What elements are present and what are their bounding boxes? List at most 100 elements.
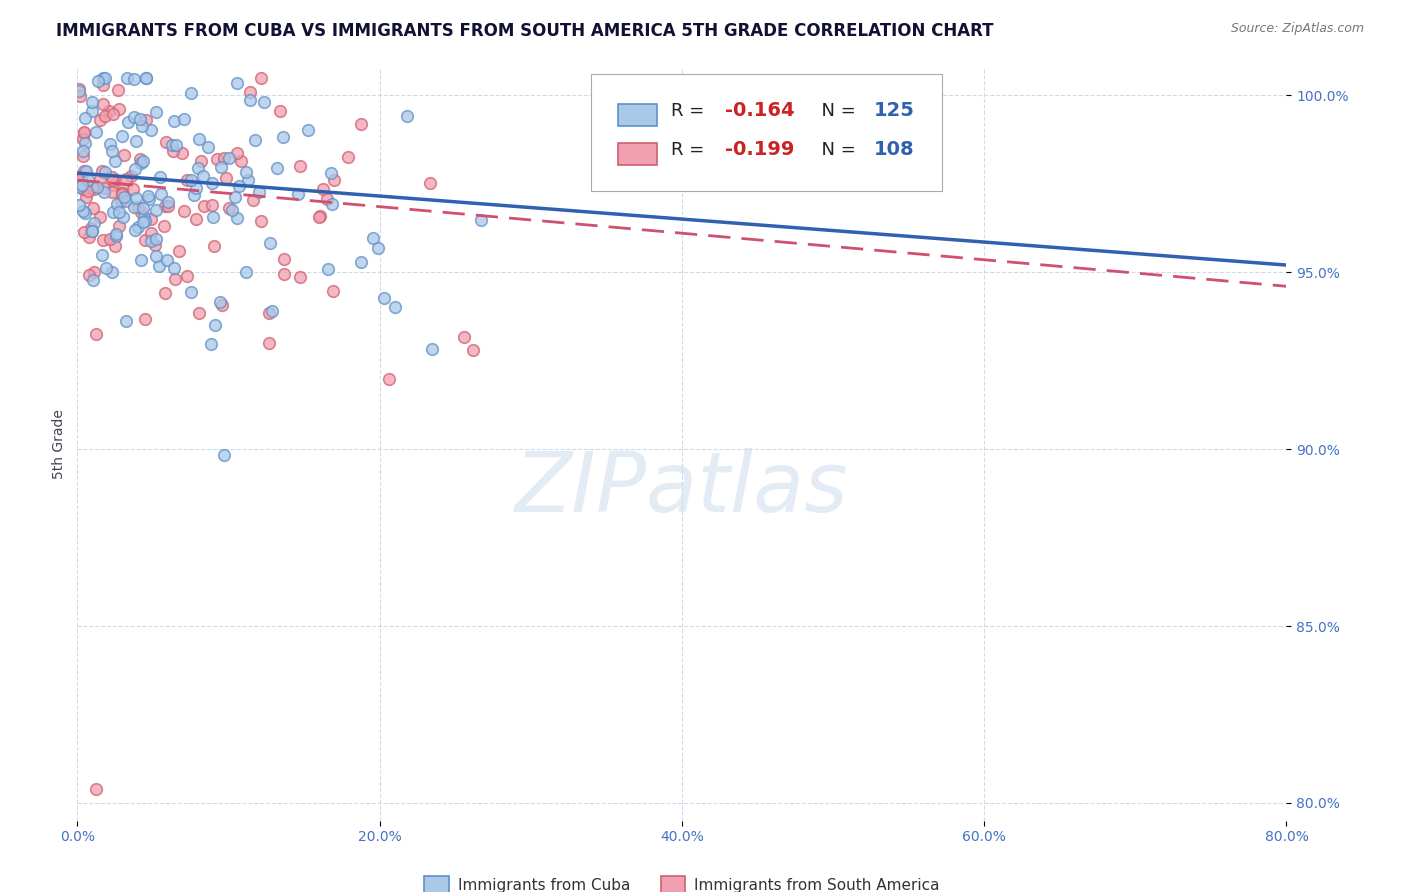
Point xyxy=(145,105,167,120)
Point xyxy=(105,227,128,241)
Point xyxy=(73,205,96,219)
Point xyxy=(212,151,235,165)
Point xyxy=(165,137,187,152)
Point xyxy=(221,202,243,217)
Point xyxy=(111,128,134,143)
Point xyxy=(212,448,235,462)
Point xyxy=(107,219,129,233)
Point xyxy=(209,161,232,175)
Point xyxy=(124,223,146,237)
Point xyxy=(215,171,238,186)
Point xyxy=(188,306,211,320)
Point xyxy=(190,153,212,168)
Point xyxy=(224,190,246,204)
Point xyxy=(461,343,484,357)
Point xyxy=(84,326,107,341)
Point xyxy=(105,197,128,211)
Point xyxy=(122,200,145,214)
Point xyxy=(114,314,136,328)
Point xyxy=(187,161,209,175)
Text: -0.199: -0.199 xyxy=(725,140,794,160)
Point xyxy=(322,173,344,187)
Point xyxy=(73,126,96,140)
Text: 125: 125 xyxy=(875,101,915,120)
Point xyxy=(176,173,198,187)
Point xyxy=(228,178,250,193)
Point xyxy=(69,89,91,103)
Point xyxy=(308,210,330,224)
Point xyxy=(218,201,240,215)
Point xyxy=(100,145,122,159)
Point xyxy=(184,212,207,227)
FancyBboxPatch shape xyxy=(592,74,942,191)
Point xyxy=(229,153,252,168)
Point xyxy=(259,236,281,251)
Point xyxy=(108,102,131,116)
Point xyxy=(101,173,124,187)
Point xyxy=(155,135,177,149)
Point xyxy=(129,205,152,219)
Legend: Immigrants from Cuba, Immigrants from South America: Immigrants from Cuba, Immigrants from So… xyxy=(418,870,946,892)
Point xyxy=(156,195,179,210)
Point xyxy=(135,70,157,85)
Point xyxy=(242,193,264,207)
Point xyxy=(70,178,93,192)
Point xyxy=(135,113,157,128)
Point xyxy=(378,371,401,385)
Point xyxy=(173,204,195,219)
Point xyxy=(162,144,184,158)
Point xyxy=(271,130,294,145)
Point xyxy=(112,147,135,161)
Point xyxy=(107,83,129,97)
Point xyxy=(129,152,152,166)
Point xyxy=(86,180,108,194)
Point xyxy=(67,82,90,96)
Point xyxy=(73,225,96,239)
Point xyxy=(73,125,96,139)
Point xyxy=(249,185,271,199)
Point xyxy=(89,171,111,186)
Point xyxy=(167,244,190,258)
Point xyxy=(257,335,280,350)
Point xyxy=(129,253,152,268)
Point xyxy=(132,210,155,224)
Point xyxy=(104,238,127,252)
Point xyxy=(76,184,98,198)
Point xyxy=(84,781,107,796)
Point xyxy=(80,179,103,194)
Point xyxy=(77,268,100,283)
Point xyxy=(319,166,342,180)
Point xyxy=(349,255,371,269)
Point xyxy=(103,204,125,219)
Text: R =: R = xyxy=(671,141,710,159)
Point xyxy=(89,112,111,127)
Point xyxy=(82,273,104,287)
Point xyxy=(69,171,91,186)
Point xyxy=(253,95,276,109)
Point xyxy=(145,203,167,218)
Point xyxy=(139,234,162,248)
Point xyxy=(145,231,167,245)
Point xyxy=(170,146,193,161)
Point xyxy=(82,201,104,215)
Point xyxy=(297,122,319,136)
Point xyxy=(79,221,101,235)
Point xyxy=(420,342,443,356)
Point xyxy=(91,70,114,85)
Point xyxy=(235,265,257,279)
Point xyxy=(69,179,91,194)
Point xyxy=(111,187,134,202)
Point xyxy=(94,261,117,276)
Point xyxy=(395,109,418,123)
Point xyxy=(239,93,262,107)
Point xyxy=(183,187,205,202)
Point xyxy=(273,267,295,281)
Point xyxy=(100,185,122,199)
Point xyxy=(193,169,215,183)
Point xyxy=(273,252,295,266)
Point xyxy=(363,231,385,245)
Point xyxy=(145,249,167,263)
Text: IMMIGRANTS FROM CUBA VS IMMIGRANTS FROM SOUTH AMERICA 5TH GRADE CORRELATION CHAR: IMMIGRANTS FROM CUBA VS IMMIGRANTS FROM … xyxy=(56,22,994,40)
Point xyxy=(226,145,249,160)
Point xyxy=(72,182,94,196)
